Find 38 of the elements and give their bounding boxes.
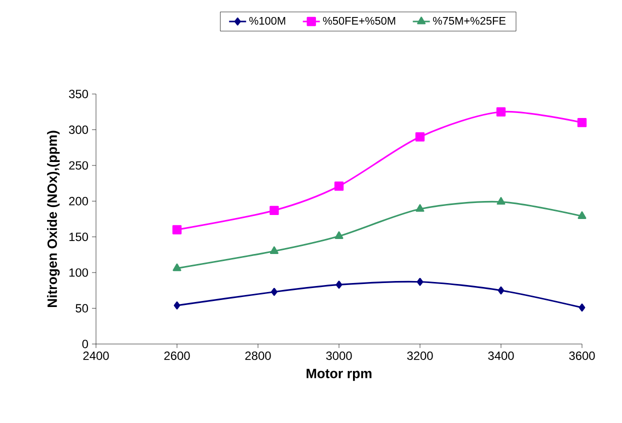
x-tick-label: 3400 bbox=[488, 352, 514, 360]
point bbox=[578, 304, 586, 312]
y-tick-label: 300 bbox=[68, 125, 88, 134]
point bbox=[577, 118, 587, 128]
point bbox=[416, 278, 424, 286]
point bbox=[498, 286, 504, 294]
point bbox=[270, 206, 279, 216]
legend-label: %75M+%25FE bbox=[433, 16, 506, 25]
point bbox=[578, 211, 586, 219]
y-tick-label: 100 bbox=[69, 268, 88, 277]
y-tick-label: 150 bbox=[69, 232, 88, 242]
legend-label: %100M bbox=[249, 16, 286, 25]
x-axis-title: Motor rpm bbox=[306, 368, 372, 381]
point bbox=[334, 231, 344, 239]
y-tick-label: 50 bbox=[76, 304, 88, 313]
x-tick-label: 2600 bbox=[164, 352, 190, 360]
y-tick-label: 0 bbox=[82, 340, 88, 348]
y-axis-title: Nitrogen Oxide (NOx),(ppm) bbox=[47, 130, 60, 308]
legend-label: %50FE+%50M bbox=[323, 16, 396, 25]
point bbox=[271, 288, 278, 296]
y-tick-label: 350 bbox=[68, 90, 88, 98]
x-tick-label: 3200 bbox=[407, 352, 433, 360]
point bbox=[416, 204, 424, 212]
x-tick-label: 3000 bbox=[326, 352, 352, 360]
x-tick-label: 2800 bbox=[245, 352, 271, 360]
y-tick-label: 200 bbox=[69, 196, 88, 206]
point bbox=[334, 182, 344, 191]
point bbox=[172, 225, 182, 234]
point bbox=[415, 132, 425, 142]
x-tick-label: 2400 bbox=[83, 352, 109, 360]
point bbox=[336, 280, 342, 289]
y-tick-label: 250 bbox=[69, 161, 88, 170]
point bbox=[496, 197, 506, 205]
point bbox=[174, 301, 180, 310]
point bbox=[496, 107, 506, 116]
x-tick-label: 3600 bbox=[569, 352, 595, 360]
point bbox=[270, 246, 278, 254]
point bbox=[172, 263, 182, 272]
